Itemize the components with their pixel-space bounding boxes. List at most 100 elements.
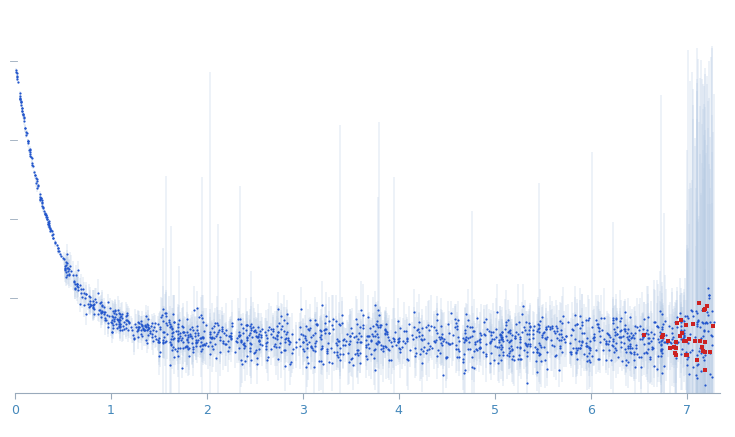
- Point: [401, 335, 413, 342]
- Point: [656, 325, 668, 332]
- Point: [392, 339, 404, 346]
- Point: [45, 226, 57, 233]
- Point: [656, 370, 668, 377]
- Point: [675, 316, 687, 323]
- Point: [114, 326, 126, 333]
- Point: [525, 324, 537, 331]
- Point: [37, 204, 49, 211]
- Point: [32, 184, 43, 191]
- Point: [656, 324, 668, 331]
- Point: [172, 345, 184, 352]
- Point: [245, 334, 257, 341]
- Point: [165, 341, 177, 348]
- Point: [133, 323, 145, 330]
- Point: [648, 362, 660, 369]
- Point: [220, 332, 232, 339]
- Point: [165, 336, 177, 343]
- Point: [534, 325, 545, 332]
- Point: [623, 333, 634, 340]
- Point: [388, 336, 400, 343]
- Point: [550, 323, 562, 329]
- Point: [612, 354, 624, 361]
- Point: [60, 268, 72, 275]
- Point: [328, 348, 340, 355]
- Point: [206, 343, 218, 350]
- Point: [671, 314, 683, 321]
- Point: [665, 340, 677, 347]
- Point: [667, 329, 678, 336]
- Point: [226, 332, 237, 339]
- Point: [415, 350, 426, 357]
- Point: [100, 316, 112, 323]
- Point: [620, 328, 631, 335]
- Point: [635, 354, 647, 361]
- Point: [224, 333, 236, 340]
- Point: [152, 320, 164, 327]
- Point: [656, 346, 668, 353]
- Point: [506, 346, 518, 353]
- Point: [187, 346, 198, 353]
- Point: [187, 323, 198, 330]
- Point: [204, 350, 216, 357]
- Point: [393, 335, 405, 342]
- Point: [637, 334, 649, 341]
- Point: [237, 360, 248, 367]
- Point: [445, 309, 457, 316]
- Point: [503, 352, 514, 359]
- Point: [234, 357, 246, 364]
- Point: [104, 312, 115, 319]
- Point: [623, 336, 634, 343]
- Point: [656, 346, 667, 353]
- Point: [354, 338, 366, 345]
- Point: [10, 68, 22, 75]
- Point: [62, 267, 74, 274]
- Point: [196, 342, 208, 349]
- Point: [443, 330, 455, 337]
- Point: [531, 349, 543, 356]
- Point: [16, 104, 28, 111]
- Point: [262, 354, 273, 361]
- Point: [262, 327, 274, 334]
- Point: [226, 319, 238, 326]
- Point: [624, 341, 636, 348]
- Point: [302, 359, 314, 366]
- Point: [188, 306, 200, 313]
- Point: [71, 280, 83, 287]
- Point: [74, 301, 86, 308]
- Point: [60, 263, 71, 270]
- Point: [434, 349, 446, 356]
- Point: [199, 342, 211, 349]
- Point: [237, 329, 249, 336]
- Point: [668, 343, 680, 350]
- Point: [372, 339, 384, 346]
- Point: [253, 336, 265, 343]
- Point: [369, 345, 381, 352]
- Point: [462, 323, 473, 329]
- Point: [553, 366, 565, 373]
- Point: [272, 306, 284, 313]
- Point: [608, 326, 620, 333]
- Point: [500, 321, 512, 328]
- Point: [88, 300, 100, 307]
- Point: [309, 340, 321, 347]
- Point: [468, 365, 480, 372]
- Point: [209, 341, 221, 348]
- Point: [192, 332, 204, 339]
- Point: [684, 330, 695, 337]
- Point: [331, 335, 343, 342]
- Point: [114, 313, 126, 320]
- Point: [164, 323, 176, 330]
- Point: [21, 132, 32, 139]
- Point: [474, 344, 486, 351]
- Point: [600, 337, 612, 344]
- Point: [115, 313, 126, 320]
- Point: [275, 326, 287, 333]
- Point: [78, 302, 90, 309]
- Point: [588, 333, 600, 340]
- Point: [248, 350, 259, 357]
- Point: [122, 327, 134, 334]
- Point: [651, 365, 663, 372]
- Point: [351, 333, 362, 340]
- Point: [553, 337, 565, 344]
- Point: [104, 305, 115, 312]
